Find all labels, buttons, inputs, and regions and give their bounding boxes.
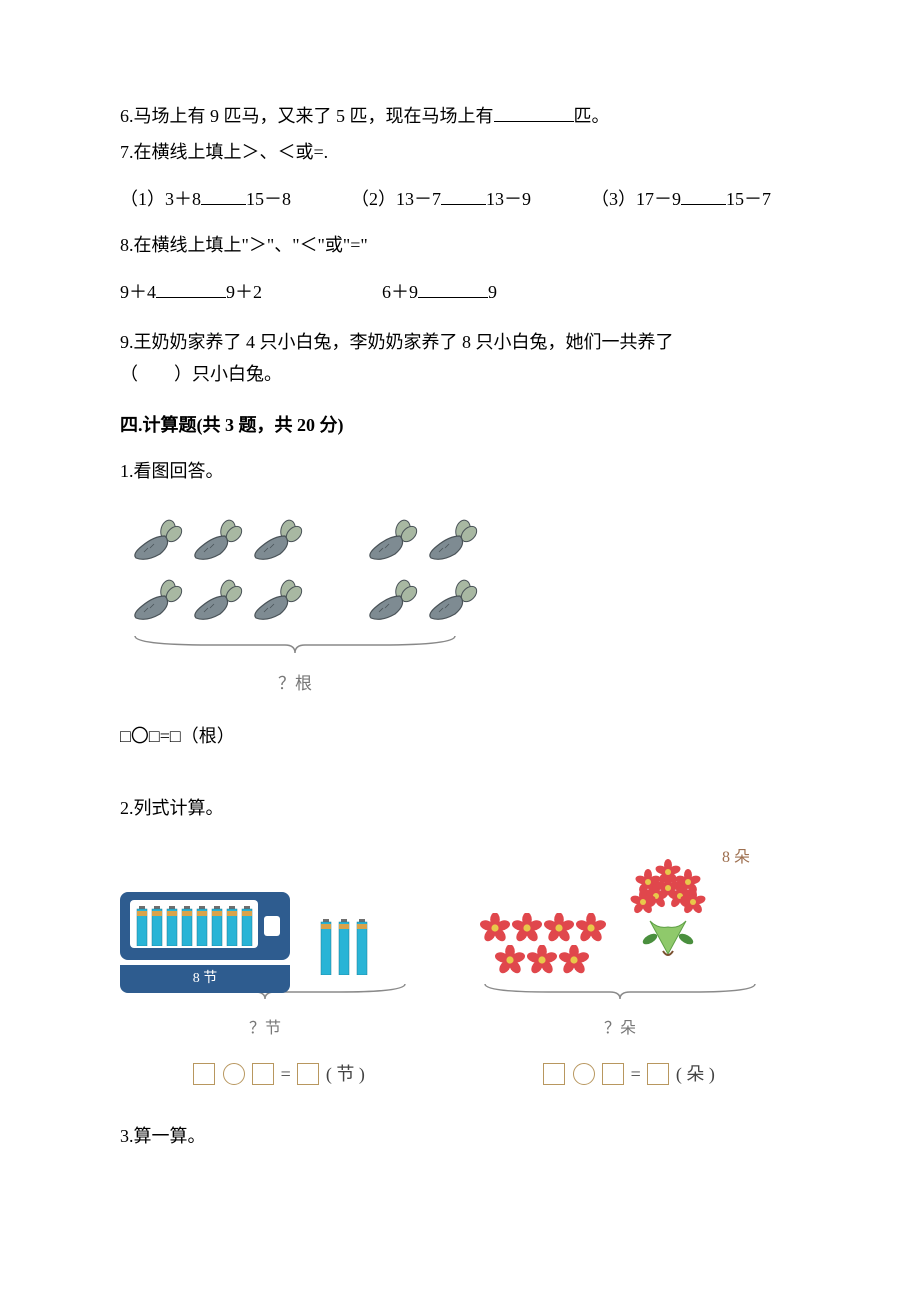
circle-operator-icon[interactable]	[573, 1063, 595, 1085]
carrot-icon	[250, 518, 305, 563]
flower-figure: 8 朵	[480, 854, 780, 1090]
flower-icon	[512, 913, 542, 943]
right-equation: = ( 朵 )	[480, 1056, 780, 1090]
question-9: 9.王奶奶家养了 4 只小白兔，李奶奶家养了 8 只小白兔，她们一共养了 （ ）…	[120, 326, 800, 391]
q7-blank-2[interactable]	[441, 185, 486, 205]
question-6: 6.马场上有 9 匹马，又来了 5 匹，现在马场上有 匹。	[120, 100, 800, 132]
calc-q3-title: 3.算一算。	[120, 1120, 800, 1152]
carrot-figure: ？根	[120, 518, 800, 700]
q7-blank-1[interactable]	[201, 185, 246, 205]
loose-batteries	[320, 919, 368, 975]
section-4-title: 四.计算题(共 3 题，共 20 分)	[120, 409, 800, 441]
battery-icon	[181, 906, 193, 946]
battery-icon	[136, 906, 148, 946]
q8-items: 9＋4 9＋2 6＋9 9	[120, 276, 800, 308]
unit-right: ( 朵 )	[676, 1064, 715, 1084]
figure2-container: 8 节 ？节 = ( 节 ) 8 朵	[120, 854, 800, 1090]
box-icon[interactable]	[297, 1063, 319, 1085]
q7-item-2: （2）13－7 13－9	[351, 183, 531, 215]
battery-icon	[320, 919, 332, 975]
q7-item-1-right: 15－8	[246, 189, 291, 209]
q7-item-1: （1）3＋8 15－8	[120, 183, 291, 215]
box-icon[interactable]	[543, 1063, 565, 1085]
flower-bouquet	[618, 854, 718, 974]
q7-intro: 7.在横线上填上＞、＜或=.	[120, 136, 800, 168]
q9-line2: （ ）只小白兔。	[120, 358, 800, 390]
carrot-icon	[130, 578, 185, 623]
flower-bouquet-label: 8 朵	[722, 844, 750, 873]
carrot-icon	[190, 578, 245, 623]
curly-brace-right-icon	[480, 981, 760, 1001]
q7-items: （1）3＋8 15－8 （2）13－7 13－9 （3）17－9 15－7	[120, 183, 800, 215]
battery-row: 8 节	[120, 892, 440, 974]
loose-flowers	[480, 913, 606, 975]
box-icon[interactable]	[602, 1063, 624, 1085]
flower-icon	[480, 913, 510, 943]
carrot-icon	[130, 518, 185, 563]
q8-blank-1[interactable]	[156, 278, 226, 298]
battery-icon	[338, 919, 350, 975]
carrot-icon	[425, 578, 480, 623]
box-icon[interactable]	[193, 1063, 215, 1085]
q7-item-3-left: （3）17－9	[591, 189, 681, 209]
brace-container: ？根	[130, 633, 800, 700]
box-icon[interactable]	[647, 1063, 669, 1085]
carrot-groups	[130, 518, 800, 623]
q6-blank[interactable]	[494, 102, 574, 122]
battery-icon	[211, 906, 223, 946]
right-brace-label: ？朵	[480, 1015, 760, 1044]
carrot-icon	[425, 518, 480, 563]
carrot-icon	[250, 578, 305, 623]
question-8: 8.在横线上填上"＞"、"＜"或"=" 9＋4 9＋2 6＋9 9	[120, 229, 800, 308]
equals-text: =	[281, 1064, 291, 1084]
carrot-icon	[365, 518, 420, 563]
q8-blank-2[interactable]	[418, 278, 488, 298]
battery-icon	[166, 906, 178, 946]
flower-icon	[544, 913, 574, 943]
carrot-icon	[365, 578, 420, 623]
pack-label: 8 节	[120, 965, 290, 992]
carrot-icon	[190, 518, 245, 563]
q7-item-2-right: 13－9	[486, 189, 531, 209]
battery-figure: 8 节 ？节 = ( 节 )	[120, 892, 440, 1090]
q8-intro: 8.在横线上填上"＞"、"＜"或"="	[120, 229, 800, 261]
q6-text-after: 匹。	[574, 106, 610, 126]
left-brace-label: ？节	[120, 1015, 410, 1044]
q7-blank-3[interactable]	[681, 185, 726, 205]
q8-item-2-left: 6＋9	[382, 282, 418, 302]
battery-pack: 8 节	[120, 892, 290, 974]
battery-icon	[241, 906, 253, 946]
curly-brace-icon	[130, 633, 460, 655]
question-7: 7.在横线上填上＞、＜或=. （1）3＋8 15－8 （2）13－7 13－9 （3…	[120, 136, 800, 215]
flower-icon	[527, 945, 557, 975]
q8-item-1: 9＋4 9＋2	[120, 276, 262, 308]
circle-operator-icon[interactable]	[223, 1063, 245, 1085]
box-icon[interactable]	[252, 1063, 274, 1085]
brace-label: ？根	[130, 669, 460, 700]
flower-icon	[495, 945, 525, 975]
q7-item-2-left: （2）13－7	[351, 189, 441, 209]
q7-item-3-right: 15－7	[726, 189, 771, 209]
battery-icon	[196, 906, 208, 946]
q7-item-3: （3）17－9 15－7	[591, 183, 771, 215]
battery-icon	[356, 919, 368, 975]
calc-q1-title: 1.看图回答。	[120, 455, 800, 487]
q8-item-1-left: 9＋4	[120, 282, 156, 302]
calc-q2-title: 2.列式计算。	[120, 792, 800, 824]
equals-text: =	[631, 1064, 641, 1084]
flower-icon	[576, 913, 606, 943]
q7-item-1-left: （1）3＋8	[120, 189, 201, 209]
q8-item-2: 6＋9 9	[382, 276, 497, 308]
unit-left: ( 节 )	[326, 1064, 365, 1084]
q1-equation: □〇□=□（根）	[120, 720, 800, 752]
left-equation: = ( 节 )	[120, 1056, 440, 1090]
q9-line1: 9.王奶奶家养了 4 只小白兔，李奶奶家养了 8 只小白兔，她们一共养了	[120, 326, 800, 358]
flower-icon	[559, 945, 589, 975]
q8-item-1-right: 9＋2	[226, 282, 262, 302]
battery-icon	[226, 906, 238, 946]
q8-item-2-right: 9	[488, 282, 497, 302]
battery-icon	[151, 906, 163, 946]
q6-text-before: 6.马场上有 9 匹马，又来了 5 匹，现在马场上有	[120, 106, 494, 126]
